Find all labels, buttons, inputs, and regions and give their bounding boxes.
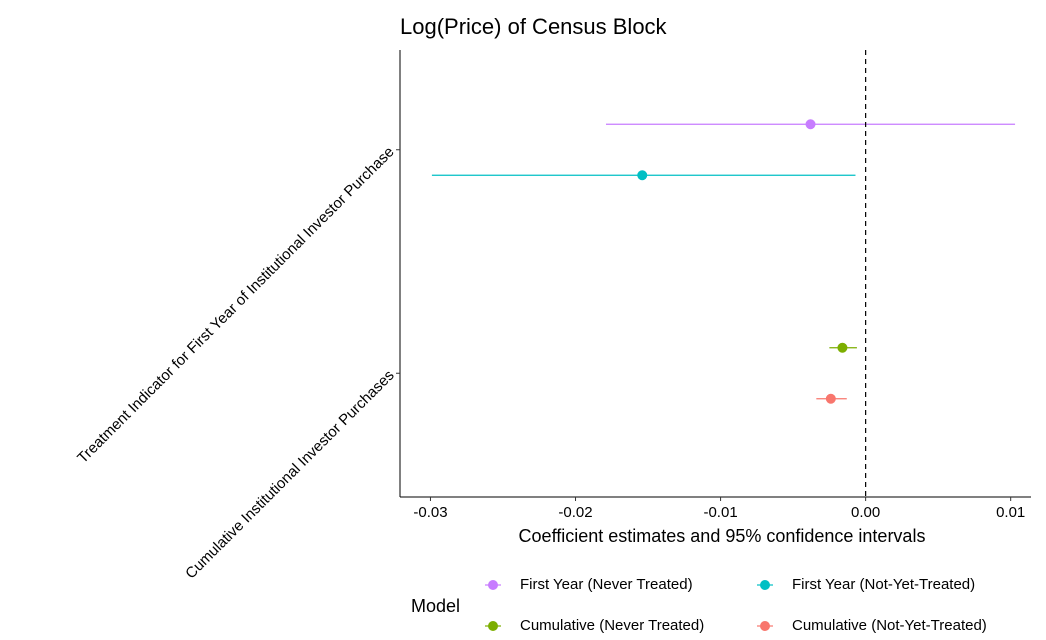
point — [637, 170, 648, 181]
legend-key-point — [488, 580, 498, 590]
point — [837, 342, 848, 353]
legend-label: First Year (Never Treated) — [520, 576, 693, 593]
legend-label: Cumulative (Never Treated) — [520, 617, 704, 634]
x-tick-label: -0.01 — [703, 504, 737, 521]
point — [805, 119, 816, 130]
x-tick-label: -0.03 — [413, 504, 447, 521]
y-tick-label: Cumulative Institutional Investor Purcha… — [182, 367, 397, 582]
legend-title: Model — [411, 596, 460, 616]
x-tick-label: 0.01 — [996, 504, 1025, 521]
chart-title: Log(Price) of Census Block — [400, 14, 668, 39]
point — [825, 393, 836, 404]
x-tick-label: 0.00 — [851, 504, 880, 521]
x-tick-label: -0.02 — [558, 504, 592, 521]
legend-label: Cumulative (Not-Yet-Treated) — [792, 617, 987, 634]
x-axis-title: Coefficient estimates and 95% confidence… — [519, 526, 926, 546]
legend-label: First Year (Not-Yet-Treated) — [792, 576, 975, 593]
legend-key-point — [760, 580, 770, 590]
legend-key-point — [488, 621, 498, 631]
legend-key-point — [760, 621, 770, 631]
